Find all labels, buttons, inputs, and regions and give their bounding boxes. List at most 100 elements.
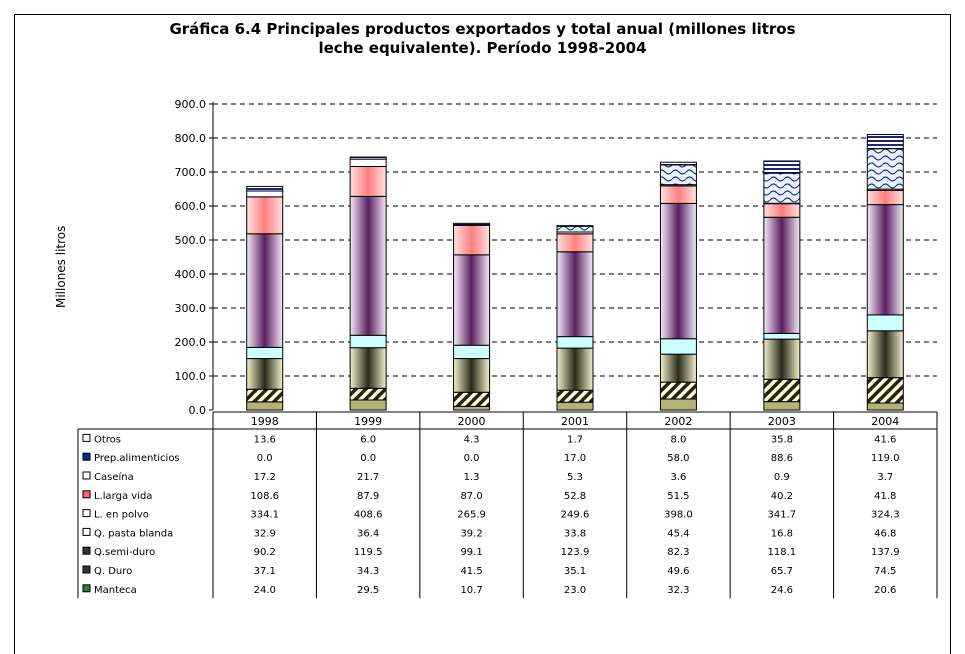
bar-segment (246, 196, 284, 235)
data-value-label: 108.6 (250, 491, 279, 502)
bar-segment (556, 347, 594, 391)
x-category-label: 2004 (871, 415, 899, 428)
data-value-label: 99.1 (460, 547, 482, 558)
data-value-label: 4.3 (464, 434, 480, 445)
legend-key (82, 471, 91, 480)
legend-key (82, 584, 91, 593)
data-value-label: 0.0 (360, 453, 376, 464)
bar-segment (659, 398, 697, 411)
data-value-label: 40.2 (771, 491, 793, 502)
legend-key (82, 433, 91, 442)
data-value-label: 3.6 (670, 472, 686, 483)
bar-segment (246, 358, 284, 390)
data-value-label: 82.3 (667, 547, 689, 558)
data-value-label: 34.3 (357, 566, 379, 577)
gridlines (213, 103, 937, 377)
bar-segment (246, 185, 284, 192)
data-value-label: 10.7 (460, 585, 482, 596)
data-value-label: 137.9 (871, 547, 900, 558)
x-category-label: 2000 (458, 415, 486, 428)
bar-segment (763, 338, 801, 380)
stacked-bar-chart: 0.0 100.0 200.0 300.0 400.0 500.0 600.0 700.0 80… (77, 98, 938, 599)
data-value-label: 265.9 (457, 510, 486, 521)
bar-segment (866, 314, 904, 332)
series-name-label: L.larga vida (94, 491, 152, 502)
data-value-label: 39.2 (460, 528, 482, 539)
chart-title-line-2: leche equivalente). Período 1998-2004 (318, 39, 647, 57)
y-tick-label: 200.0 (175, 336, 207, 349)
data-value-label: 119.5 (354, 547, 383, 558)
x-category-label: 2002 (664, 415, 692, 428)
data-value-label: 87.0 (460, 491, 482, 502)
bar-segment (349, 399, 387, 411)
data-value-label: 35.1 (564, 566, 586, 577)
data-value-label: 8.0 (670, 434, 686, 445)
data-value-label: 41.8 (874, 491, 896, 502)
bar-segment (866, 330, 904, 379)
series-name-label: Q. Duro (94, 566, 132, 577)
chart-title: Gráfica 6.4 Principales productos export… (0, 20, 965, 58)
bar-segment (763, 172, 801, 204)
series-name-label: Q. pasta blanda (94, 528, 173, 539)
data-value-label: 119.0 (871, 453, 900, 464)
bar-segment (453, 405, 491, 411)
bar-segment (866, 204, 904, 316)
data-value-label: 74.5 (874, 566, 896, 577)
data-value-label: 58.0 (667, 453, 689, 464)
data-value-label: 398.0 (664, 510, 693, 521)
bar-segment (453, 344, 491, 360)
data-value-label: 24.0 (254, 585, 276, 596)
bar-segment (349, 334, 387, 349)
data-value-label: 1.7 (567, 434, 583, 445)
series-name-label: Caseína (94, 471, 134, 483)
data-value-label: 6.0 (360, 434, 376, 445)
bar-segment (556, 233, 594, 253)
bar-segment (349, 156, 387, 160)
bar-segment (763, 160, 801, 174)
bar-segment (246, 233, 284, 348)
bar-segment (349, 387, 387, 401)
data-value-label: 37.1 (254, 566, 276, 577)
data-value-label: 41.5 (460, 566, 482, 577)
chart-frame (14, 14, 951, 654)
data-value-label: 0.9 (774, 472, 790, 483)
data-value-label: 341.7 (768, 510, 797, 521)
bar-segment (453, 391, 491, 407)
x-category-label: 1999 (354, 415, 382, 428)
data-value-label: 20.6 (874, 585, 896, 596)
bar-segment (556, 336, 594, 349)
bar-segment (349, 158, 387, 167)
y-tick-label: 700.0 (175, 166, 207, 179)
series-name-label: Manteca (94, 585, 137, 596)
x-category-label: 2001 (561, 415, 589, 428)
y-axis: 0.0 100.0 200.0 300.0 400.0 500.0 600.0 700.0 80… (175, 98, 214, 417)
data-value-label: 33.8 (564, 528, 586, 539)
data-value-label: 13.6 (254, 434, 276, 445)
data-value-label: 90.2 (254, 547, 276, 558)
data-value-label: 87.9 (357, 491, 379, 502)
bar-segment (556, 225, 594, 233)
data-value-label: 5.3 (567, 472, 583, 483)
series-name-label: Prep.alimenticios (94, 453, 180, 464)
legend-key (82, 509, 91, 518)
legend-key (82, 546, 91, 555)
bar-segment (659, 338, 697, 355)
bar-segment (866, 134, 904, 150)
bar-segment (763, 216, 801, 334)
data-value-label: 17.0 (564, 453, 586, 464)
series-name-label: L. en polvo (94, 510, 149, 521)
y-tick-label: 800.0 (175, 132, 207, 145)
bar-segment (556, 401, 594, 411)
legend-key (82, 527, 91, 536)
y-tick-label: 400.0 (175, 268, 207, 281)
bar-segment (866, 402, 904, 411)
bar-segment (349, 347, 387, 389)
data-value-label: 21.7 (357, 472, 379, 483)
series-name-label: Q.semi-duro (94, 547, 155, 558)
legend-key (82, 452, 91, 461)
data-value-label: 249.6 (561, 510, 590, 521)
x-category-label: 2003 (768, 415, 796, 428)
bar-segment (453, 224, 491, 256)
data-value-label: 65.7 (771, 566, 793, 577)
data-value-label: 17.2 (254, 472, 276, 483)
